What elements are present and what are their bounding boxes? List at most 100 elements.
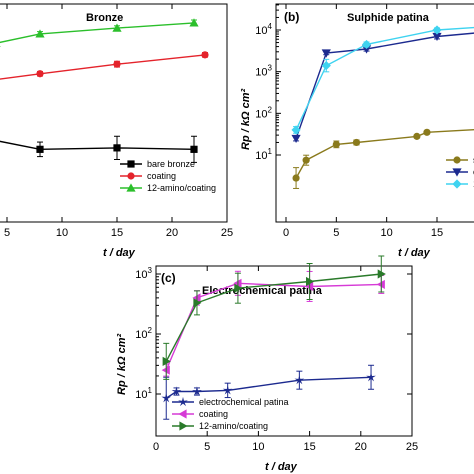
data-point xyxy=(306,276,315,287)
legend-entry: electrochemical patina xyxy=(172,396,289,407)
data-point xyxy=(432,25,442,35)
legend-label: coating xyxy=(147,171,176,181)
data-point xyxy=(366,372,376,382)
panel-c-ylabel: Rp / kΩ cm² xyxy=(116,334,128,395)
legend-marker xyxy=(179,421,188,431)
legend-entry: bare bronze xyxy=(120,159,195,169)
data-point xyxy=(291,134,301,144)
panel-c: (c) Electrochemical patina Rp / kΩ cm² t… xyxy=(116,255,418,473)
y-tick-label: 103 xyxy=(255,64,272,79)
legend-label: coating xyxy=(199,409,228,419)
data-point xyxy=(321,49,331,58)
series-co xyxy=(291,32,474,144)
panel-a-x-ticks: 5 10 15 20 25 xyxy=(4,4,233,239)
legend-marker xyxy=(452,179,462,189)
data-point xyxy=(36,145,44,153)
y-tick-label: 104 xyxy=(255,22,272,37)
x-tick-label: 10 xyxy=(381,227,393,239)
data-point xyxy=(35,29,45,38)
data-point xyxy=(361,39,372,50)
series-line xyxy=(295,26,474,131)
data-point xyxy=(36,70,44,78)
legend-entry: 12-amino/coating xyxy=(120,183,216,193)
data-point xyxy=(190,145,198,153)
panel-a-frame xyxy=(0,3,228,223)
data-point xyxy=(292,174,300,182)
legend-entry: coating xyxy=(172,409,228,419)
x-tick-label: 5 xyxy=(204,441,210,453)
data-point xyxy=(352,138,361,147)
legend-marker xyxy=(127,172,135,180)
legend-label: 12-amino/coating xyxy=(199,421,268,431)
x-tick-label: 15 xyxy=(303,441,315,453)
data-point xyxy=(201,51,209,59)
series-12 xyxy=(291,25,474,135)
panel-a-legend: bare bronze coating 12-amino/coating xyxy=(120,159,216,193)
legend-marker xyxy=(127,160,135,168)
panel-a-series xyxy=(0,18,209,163)
panel-c-label: (c) xyxy=(161,271,176,285)
data-point xyxy=(291,125,301,135)
panel-a-xlabel: t / day xyxy=(103,247,136,259)
data-point xyxy=(192,386,202,396)
data-point xyxy=(423,128,431,136)
panel-b-legend: su co 12 xyxy=(446,155,474,189)
panel-b-y-ticks: 101 102 103 104 xyxy=(255,4,281,162)
y-tick-label: 101 xyxy=(255,147,272,162)
data-point xyxy=(113,144,121,152)
panel-b-label: (b) xyxy=(284,10,299,24)
legend-marker xyxy=(126,183,136,192)
legend-entry: 12-amino/coating xyxy=(172,421,268,431)
series-line xyxy=(0,22,195,44)
data-point xyxy=(112,23,122,32)
panel-c-legend: electrochemical patina coating 12-amino/co… xyxy=(172,396,289,431)
data-point xyxy=(294,375,305,385)
legend-entry: coating xyxy=(120,171,176,181)
panel-b-ylabel: Rp / kΩ cm² xyxy=(240,89,252,150)
panel-b-xlabel: t / day xyxy=(398,247,431,259)
x-tick-label: 20 xyxy=(355,441,367,453)
legend-label: 12-amino/coating xyxy=(147,183,216,193)
y-tick-label: 101 xyxy=(135,386,152,401)
data-point xyxy=(161,365,170,375)
data-point xyxy=(332,140,340,148)
series-electrochemical patina xyxy=(161,364,376,420)
panel-a: Bronze t / day 5 10 15 20 25 bare bronze coat… xyxy=(0,3,233,259)
legend-entry: su xyxy=(446,155,474,165)
series-12-amino/coating xyxy=(0,18,199,47)
data-point xyxy=(189,18,199,27)
data-point xyxy=(113,60,121,68)
data-point xyxy=(222,385,233,395)
legend-entry: co xyxy=(446,167,474,177)
data-point xyxy=(321,60,331,71)
x-tick-label: 10 xyxy=(56,227,68,239)
panel-c-frame xyxy=(155,265,413,437)
panel-a-title: Bronze xyxy=(86,12,123,24)
legend-marker xyxy=(178,409,187,419)
x-tick-label: 25 xyxy=(221,227,233,239)
panel-b-series xyxy=(291,25,474,189)
panel-c-title: Electrochemical patina xyxy=(202,285,323,297)
y-tick-label: 103 xyxy=(135,266,152,281)
series-bare bronze xyxy=(0,135,198,163)
data-point xyxy=(161,393,172,403)
data-point xyxy=(0,45,1,47)
legend-label: bare bronze xyxy=(147,159,195,169)
series-line xyxy=(0,54,206,80)
panel-b: (b) Sulphide patina Rp / kΩ cm² t / day … xyxy=(240,3,474,259)
x-tick-label: 15 xyxy=(111,227,123,239)
legend-label: electrochemical patina xyxy=(199,397,289,407)
data-point xyxy=(192,293,201,303)
data-point xyxy=(162,356,171,366)
panel-c-series xyxy=(161,255,386,420)
x-tick-label: 15 xyxy=(431,227,443,239)
series-coating xyxy=(0,51,209,80)
x-tick-label: 5 xyxy=(333,227,339,239)
panel-c-x-ticks: 0 5 10 15 20 25 xyxy=(153,266,418,453)
x-tick-label: 0 xyxy=(283,227,289,239)
series-su xyxy=(292,128,474,189)
legend-entry: 12 xyxy=(446,179,474,189)
data-point xyxy=(171,386,182,396)
y-tick-label: 102 xyxy=(255,105,272,120)
